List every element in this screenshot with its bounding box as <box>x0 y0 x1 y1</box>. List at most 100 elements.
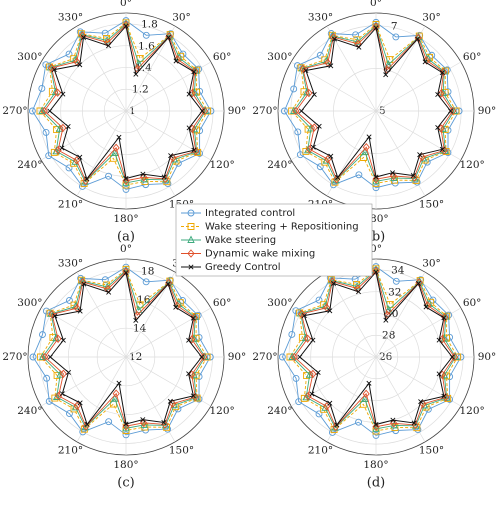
marker <box>60 337 66 343</box>
marker <box>122 176 130 185</box>
marker <box>186 337 192 343</box>
theta-tick-label: 330° <box>308 11 333 23</box>
marker <box>192 334 200 342</box>
marker <box>186 91 192 97</box>
theta-tick-label: 60° <box>213 51 232 63</box>
theta-tick-label: 60° <box>463 51 482 63</box>
marker <box>441 313 449 322</box>
marker <box>356 44 362 50</box>
theta-tick-label: 240° <box>267 159 292 171</box>
legend: Integrated control Wake steering + Reposi… <box>175 203 373 277</box>
marker <box>140 417 146 423</box>
marker <box>53 392 61 400</box>
marker <box>316 51 324 59</box>
marker <box>304 334 312 343</box>
marker <box>190 370 198 379</box>
marker <box>140 171 146 177</box>
marker <box>116 380 122 386</box>
marker <box>290 352 298 362</box>
marker <box>47 354 53 360</box>
marker <box>169 399 177 408</box>
theta-tick-label: 90° <box>478 351 497 363</box>
marker <box>191 69 197 75</box>
r-tick-label: 34 <box>391 265 405 277</box>
theta-tick-label: 0° <box>370 243 382 255</box>
series-line <box>289 268 459 432</box>
marker <box>190 334 198 342</box>
marker <box>167 398 173 404</box>
theta-tick-label: 180° <box>363 459 388 471</box>
marker <box>286 353 294 361</box>
marker <box>186 371 192 377</box>
marker <box>390 417 396 423</box>
theta-tick-label: 150° <box>419 445 444 457</box>
marker <box>383 317 389 323</box>
legend-label: Integrated control <box>205 208 295 219</box>
series-line <box>291 269 457 430</box>
theta-tick-label: 240° <box>17 405 42 417</box>
marker <box>123 175 129 182</box>
marker <box>372 184 380 192</box>
marker <box>288 107 296 115</box>
marker <box>441 315 447 321</box>
marker <box>55 391 63 401</box>
panel-label: (c) <box>117 476 134 491</box>
theta-tick-label: 30° <box>422 11 441 23</box>
r-tick-label: 1.2 <box>132 83 149 95</box>
marker <box>168 153 174 159</box>
marker <box>59 369 67 378</box>
marker <box>133 317 139 323</box>
marker <box>65 296 73 304</box>
marker <box>51 67 57 73</box>
spoke <box>326 271 377 358</box>
marker <box>179 50 187 58</box>
marker <box>106 289 112 295</box>
marker <box>169 153 177 163</box>
marker <box>373 269 379 275</box>
marker <box>187 223 195 230</box>
marker <box>47 108 53 114</box>
polar-chart: 121416180°30°60°90°120°150°180°210°240°2… <box>2 243 246 491</box>
marker <box>303 68 309 74</box>
spoke <box>76 25 127 112</box>
spoke <box>290 356 377 407</box>
marker <box>48 310 56 319</box>
marker <box>437 89 445 98</box>
marker <box>443 334 450 342</box>
marker <box>122 431 130 439</box>
marker <box>389 171 398 181</box>
theta-tick-label: 30° <box>422 257 441 269</box>
marker <box>417 152 423 158</box>
marker <box>101 29 109 37</box>
marker <box>200 106 208 116</box>
series-line <box>39 22 209 186</box>
marker <box>166 276 174 284</box>
marker <box>305 88 313 98</box>
marker <box>373 25 379 31</box>
spoke <box>375 110 426 197</box>
marker <box>42 61 50 69</box>
marker <box>110 148 119 157</box>
marker <box>43 374 51 382</box>
marker <box>188 370 196 379</box>
marker <box>188 124 196 133</box>
marker <box>304 392 312 401</box>
marker <box>419 399 427 409</box>
marker <box>373 421 379 428</box>
marker <box>309 369 317 379</box>
marker <box>316 123 322 129</box>
marker <box>372 422 380 431</box>
legend-label: Greedy Control <box>205 262 281 273</box>
marker <box>65 123 71 130</box>
marker <box>111 394 119 402</box>
marker <box>71 302 80 310</box>
marker <box>190 124 199 133</box>
marker <box>190 313 198 322</box>
marker <box>292 374 300 382</box>
theta-tick-label: 120° <box>209 159 234 171</box>
marker <box>392 277 400 285</box>
marker <box>278 353 286 361</box>
marker <box>56 124 64 132</box>
marker <box>324 155 332 164</box>
marker <box>199 108 205 114</box>
